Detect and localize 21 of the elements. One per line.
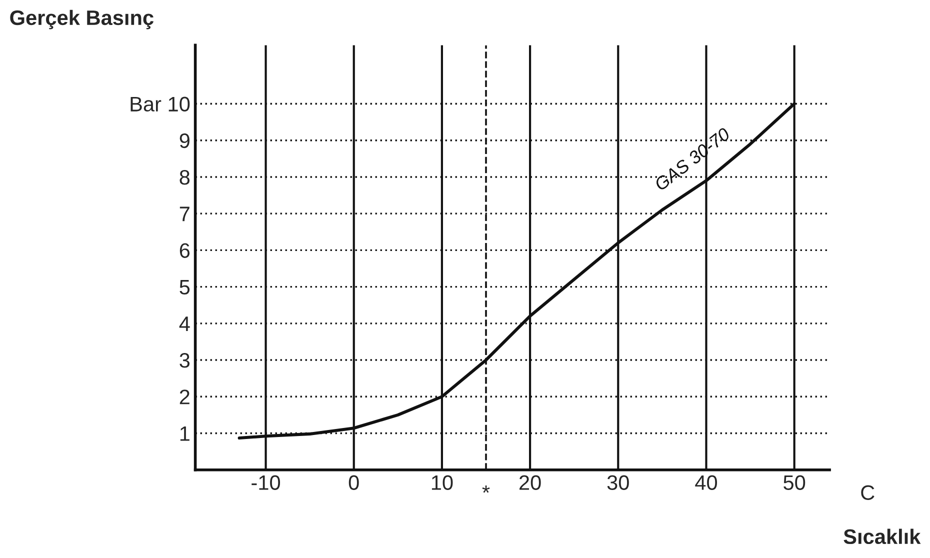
y-tick-label: 1 xyxy=(180,426,190,441)
x-tick-label: 0 xyxy=(348,475,359,490)
text: C xyxy=(861,485,874,500)
y-tick-label: Bar 10 xyxy=(130,96,190,112)
x-tick-label: -10 xyxy=(252,475,280,490)
y-tick-label: 3 xyxy=(180,353,190,368)
x-tick-label: 50 xyxy=(784,475,806,490)
y-tick-label: 6 xyxy=(180,243,190,258)
y-tick-label: 5 xyxy=(180,280,190,295)
y-tick-label: 8 xyxy=(180,170,190,185)
ref-line-label: * xyxy=(482,485,490,493)
y-tick-label: 9 xyxy=(180,133,190,148)
y-axis-title: Gerçek Basınç xyxy=(10,10,154,30)
y-tick-label: 2 xyxy=(180,390,190,404)
y-tick-label: 7 xyxy=(180,206,190,222)
x-axis-title: Sıcaklık xyxy=(844,528,921,544)
x-tick-label: 20 xyxy=(520,475,541,490)
x-tick-label: 10 xyxy=(432,475,453,490)
x-tick-label: 40 xyxy=(695,475,718,490)
y-tick-label: 4 xyxy=(179,316,190,331)
x-tick-label: 30 xyxy=(607,475,629,490)
